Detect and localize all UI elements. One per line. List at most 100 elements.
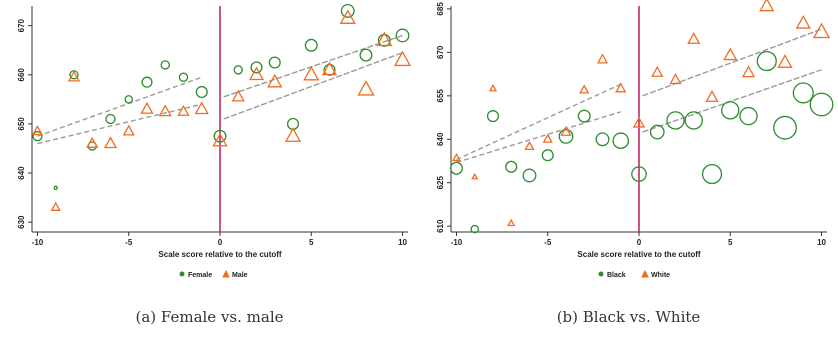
chart-b-point-black bbox=[721, 101, 740, 120]
chart-b-svg: 610 625 640 655 670 685 -10 -5 0 5 10 Scale score r… bbox=[436, 0, 834, 279]
chart-a-y-tick-label: 640 bbox=[17, 166, 26, 180]
chart-b-caption: (b) Black vs. White bbox=[556, 308, 701, 326]
chart-b-point-black bbox=[773, 115, 797, 140]
chart-a-fit-line bbox=[223, 52, 403, 120]
chart-b-point-black bbox=[739, 106, 758, 126]
chart-a-point-male bbox=[158, 104, 172, 117]
chart-b-point-black bbox=[701, 163, 723, 185]
chart-a-y-tick-label: 660 bbox=[17, 68, 26, 82]
chart-a-point-male bbox=[31, 125, 44, 136]
chart-a-point-male bbox=[122, 124, 135, 136]
chart-a-point-male bbox=[67, 70, 81, 82]
chart-b-fit-line bbox=[456, 83, 622, 161]
chart-b-point-white bbox=[741, 65, 756, 78]
chart-a-point-male bbox=[194, 101, 209, 115]
chart-a-point-female bbox=[377, 33, 391, 47]
chart-b-point-black bbox=[522, 168, 537, 183]
chart-b-point-white bbox=[615, 82, 627, 93]
chart-b-point-white bbox=[451, 152, 462, 162]
chart-b-point-white bbox=[542, 133, 553, 143]
chart-a-point-male bbox=[321, 61, 338, 76]
chart-b-point-black bbox=[577, 109, 591, 123]
chart-a-x-tick-label: -10 bbox=[32, 238, 44, 247]
chart-a-x-tick-label: 0 bbox=[218, 238, 223, 247]
chart-b-x-tick-label: 0 bbox=[637, 238, 642, 247]
chart-a-point-female bbox=[160, 60, 170, 70]
chart-b-y-tick-label: 640 bbox=[436, 132, 445, 146]
chart-b-point-white bbox=[777, 54, 793, 68]
chart-a-point-male bbox=[339, 9, 356, 24]
chart-a-x-tick-label: -5 bbox=[125, 238, 133, 247]
chart-a-point-male bbox=[357, 80, 375, 96]
chart-a-point-male bbox=[212, 132, 228, 147]
chart-b-point-white bbox=[596, 53, 609, 64]
chart-a-point-female bbox=[233, 65, 243, 75]
chart-a-point-male bbox=[231, 89, 245, 102]
chart-b-x-tick-label: -5 bbox=[544, 238, 552, 247]
chart-b-point-black bbox=[541, 149, 554, 162]
chart-a-point-female bbox=[178, 72, 189, 82]
chart-a-point-female bbox=[32, 131, 43, 142]
chart-a-point-male bbox=[393, 50, 412, 67]
chart-b-point-white bbox=[687, 32, 701, 44]
chart-b-point-white bbox=[812, 22, 831, 39]
chart-a-x-tick-label: 10 bbox=[398, 238, 407, 247]
chart-b-point-white bbox=[632, 116, 646, 128]
chart-a-fit-line bbox=[37, 76, 202, 137]
chart-a-y-tick-label: 670 bbox=[17, 18, 26, 32]
chart-b-point-black bbox=[649, 124, 665, 140]
chart-a-legend-circle-icon bbox=[179, 271, 185, 277]
chart-b-point-black bbox=[486, 110, 500, 123]
chart-b-point-white bbox=[507, 218, 516, 227]
chart-b-x-tick-label: 5 bbox=[728, 238, 733, 247]
chart-b-point-black bbox=[631, 166, 647, 182]
chart-b-point-white bbox=[759, 0, 775, 12]
chart-b-point-white bbox=[488, 83, 498, 92]
chart-b-x-axis-title: Scale score relative to the cutoff bbox=[577, 250, 700, 259]
chart-a-legend-label: Female bbox=[188, 272, 212, 279]
chart-b-point-white bbox=[651, 65, 664, 77]
chart-b-legend-label: Black bbox=[607, 272, 626, 279]
chart-a-x-tick-label: 5 bbox=[309, 238, 314, 247]
chart-a-point-female bbox=[250, 61, 263, 74]
chart-a-point-female bbox=[395, 28, 410, 43]
chart-b-point-white bbox=[795, 15, 811, 29]
chart-a-y-tick-label: 630 bbox=[17, 215, 26, 229]
chart-a-x-axis-title: Scale score relative to the cutoff bbox=[158, 250, 281, 259]
chart-b-point-white bbox=[524, 140, 535, 151]
chart-a-y-tick-label: 650 bbox=[17, 117, 26, 131]
chart-a-legend-triangle-icon bbox=[222, 269, 230, 278]
chart-a-point-female bbox=[195, 85, 208, 99]
chart-a-point-male bbox=[86, 136, 99, 148]
chart-a-point-male bbox=[50, 201, 61, 211]
chart-a-point-female bbox=[105, 113, 116, 125]
chart-b-point-black bbox=[558, 128, 574, 144]
chart-a-point-female bbox=[141, 76, 153, 88]
chart-a-point-male bbox=[248, 66, 265, 81]
chart-a-point-female bbox=[53, 185, 58, 191]
chart-a-point-male bbox=[376, 31, 393, 47]
chart-b-point-black bbox=[809, 92, 834, 117]
chart-b-y-tick-label: 610 bbox=[436, 219, 445, 233]
chart-a-point-female bbox=[359, 48, 373, 62]
chart-a-point-male bbox=[103, 136, 118, 149]
chart-a-point-female bbox=[213, 129, 227, 143]
chart-a-fit-line bbox=[223, 34, 403, 98]
chart-a-legend-label: Male bbox=[232, 272, 248, 279]
chart-b-point-white bbox=[560, 125, 572, 136]
chart-b-point-black bbox=[505, 160, 518, 173]
chart-b-legend-circle-icon bbox=[598, 271, 604, 277]
chart-a-point-male bbox=[303, 65, 320, 81]
chart-b-y-tick-label: 670 bbox=[436, 45, 445, 59]
chart-b-y-tick-label: 625 bbox=[436, 176, 445, 190]
chart-b-legend-triangle-icon bbox=[641, 269, 649, 278]
chart-b-fit-line bbox=[642, 69, 822, 133]
chart-b-legend-label: White bbox=[651, 272, 670, 279]
chart-b-x-tick-label: -10 bbox=[451, 238, 463, 247]
chart-b-point-black bbox=[684, 111, 703, 130]
chart-b-point-black bbox=[470, 224, 479, 234]
chart-a-point-male bbox=[284, 127, 302, 142]
chart-b-point-black bbox=[756, 50, 777, 72]
chart-a-point-female bbox=[304, 38, 318, 52]
chart-panel-b: 610 625 640 655 670 685 -10 -5 0 5 10 Scale score r… bbox=[419, 0, 838, 344]
